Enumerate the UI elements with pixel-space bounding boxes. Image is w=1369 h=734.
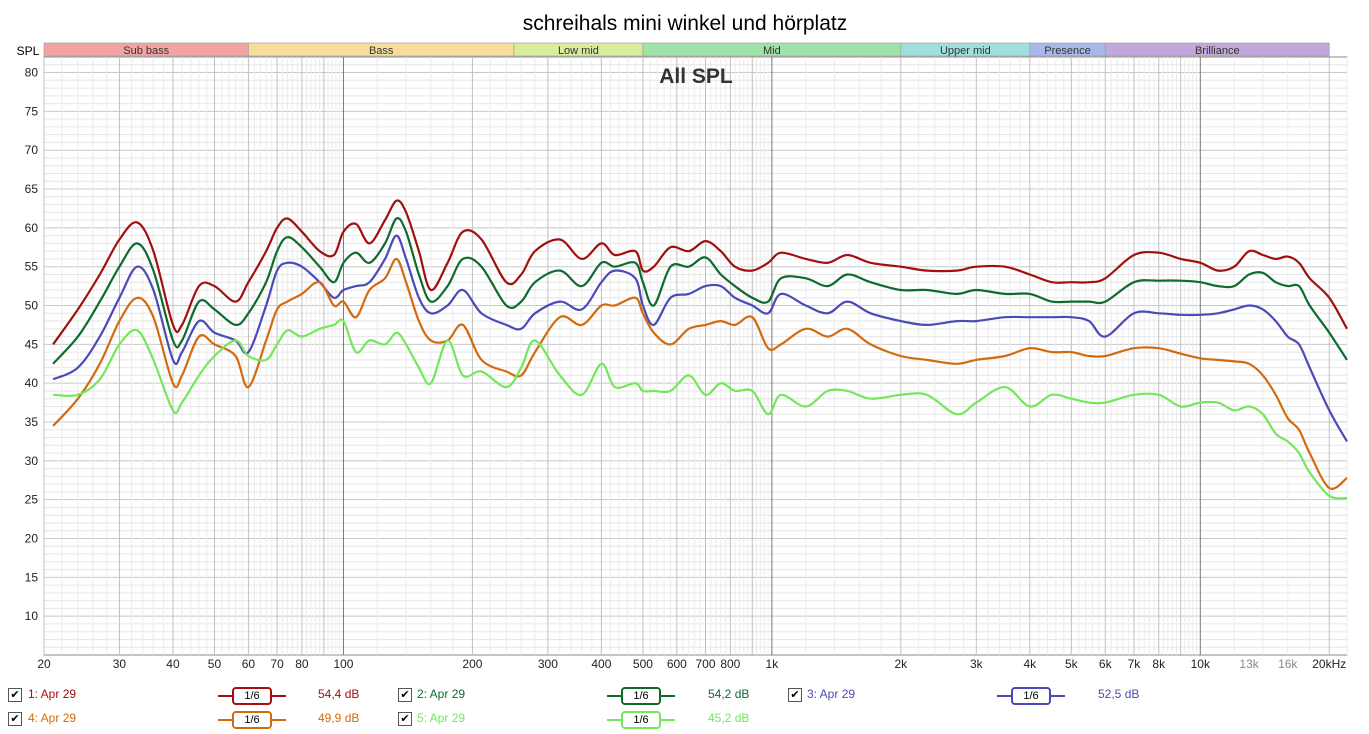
x-tick-label: 20kHz <box>1312 657 1346 671</box>
y-tick-label: 15 <box>25 570 39 584</box>
band-label: Presence <box>1044 45 1090 57</box>
x-tick-label: 4k <box>1023 657 1037 671</box>
x-tick-label: 2k <box>895 657 909 671</box>
x-tick-label: 100 <box>333 657 353 671</box>
x-tick-label: 20 <box>37 657 51 671</box>
legend-series-name: 4: Apr 29 <box>28 711 77 725</box>
series-line-2 <box>52 217 1348 365</box>
series-line-5 <box>53 318 1348 500</box>
legend-series-name: 1: Apr 29 <box>28 687 77 701</box>
x-tick-label: 200 <box>462 657 482 671</box>
y-tick-label: 65 <box>25 182 39 196</box>
grid <box>43 57 1348 655</box>
band-label: Brilliance <box>1195 45 1240 57</box>
series-visibility-checkbox[interactable]: ✔ <box>398 712 412 726</box>
legend-level-value: 52,5 dB <box>1098 687 1140 701</box>
x-tick-label: 8k <box>1152 657 1166 671</box>
smoothing-button[interactable]: 1/6 <box>621 687 661 705</box>
x-tick-label: 10k <box>1191 657 1211 671</box>
y-tick-label: 20 <box>25 532 39 546</box>
band-label: Low mid <box>558 45 599 57</box>
y-tick-label: 60 <box>25 221 39 235</box>
smoothing-button[interactable]: 1/6 <box>621 711 661 729</box>
y-tick-label: 45 <box>25 337 39 351</box>
x-tick-label: 6k <box>1099 657 1113 671</box>
y-tick-label: 40 <box>25 376 39 390</box>
series-line-4 <box>52 257 1348 490</box>
x-tick-label: 13k <box>1239 657 1259 671</box>
x-tick-label: 600 <box>667 657 687 671</box>
smoothing-button[interactable]: 1/6 <box>1011 687 1051 705</box>
y-tick-label: 50 <box>25 299 39 313</box>
band-brilliance <box>1104 42 1330 57</box>
series-visibility-checkbox[interactable]: ✔ <box>788 688 802 702</box>
y-tick-label: 70 <box>25 143 39 157</box>
series-line-3 <box>52 234 1348 442</box>
legend: ✔ 1: Apr 29 1/6 54,4 dB ✔ 2: Apr 29 1/6 54,2 dB… <box>0 680 1369 734</box>
plot-area <box>43 56 1348 656</box>
legend-level-value: 54,4 dB <box>318 687 360 701</box>
legend-level-value: 49,9 dB <box>318 711 360 725</box>
y-axis-ticks: 10 15 20 25 30 35 40 45 50 55 60 65 70 75 80 <box>25 66 39 624</box>
x-tick-label: 1k <box>766 657 780 671</box>
smoothing-button[interactable]: 1/6 <box>232 687 272 705</box>
x-tick-label: 70 <box>270 657 284 671</box>
y-tick-label: 35 <box>25 415 39 429</box>
legend-series-name: 3: Apr 29 <box>807 687 856 701</box>
x-tick-label: 40 <box>166 657 180 671</box>
y-tick-label: 25 <box>25 493 39 507</box>
x-tick-label: 30 <box>113 657 127 671</box>
x-tick-label: 16k <box>1278 657 1298 671</box>
x-tick-label: 60 <box>242 657 256 671</box>
band-label: Upper mid <box>940 45 991 57</box>
series-lines <box>52 199 1348 500</box>
series-visibility-checkbox[interactable]: ✔ <box>8 688 22 702</box>
chart-title: schreihals mini winkel und hörplatz <box>523 12 848 35</box>
y-tick-label: 75 <box>25 104 39 118</box>
x-tick-label: 700 <box>695 657 715 671</box>
x-tick-label: 500 <box>633 657 653 671</box>
y-tick-label: 55 <box>25 260 39 274</box>
x-tick-label: 800 <box>720 657 740 671</box>
y-tick-label: 30 <box>25 454 39 468</box>
x-axis-ticks: 20 30 40 50 60 70 80 100 200 300 400 500 600 700 800 1k… <box>37 657 1346 671</box>
x-tick-label: 7k <box>1128 657 1142 671</box>
band-label: Sub bass <box>123 45 169 57</box>
y-tick-label: 10 <box>25 609 39 623</box>
x-tick-label: 80 <box>295 657 309 671</box>
x-tick-label: 3k <box>970 657 984 671</box>
legend-level-value: 54,2 dB <box>708 687 750 701</box>
legend-level-value: 45,2 dB <box>708 711 750 725</box>
x-tick-label: 50 <box>208 657 222 671</box>
band-label: Bass <box>369 45 394 57</box>
legend-series-name: 2: Apr 29 <box>417 687 466 701</box>
x-tick-label: 300 <box>538 657 558 671</box>
smoothing-button[interactable]: 1/6 <box>232 711 272 729</box>
legend-series-name: 5: Apr 29 <box>417 711 466 725</box>
frequency-bands: Sub bass Bass Low mid Mid Upper mid Presence B… <box>43 42 1330 57</box>
series-line-1 <box>52 199 1348 346</box>
chart-subtitle: All SPL <box>659 65 733 88</box>
spl-chart: schreihals mini winkel und hörplatz SPL … <box>17 12 1348 671</box>
x-tick-label: 5k <box>1065 657 1079 671</box>
y-axis-label: SPL <box>17 44 40 58</box>
band-label: Mid <box>763 45 781 57</box>
series-visibility-checkbox[interactable]: ✔ <box>398 688 412 702</box>
x-tick-label: 400 <box>591 657 611 671</box>
y-tick-label: 80 <box>25 66 39 80</box>
series-visibility-checkbox[interactable]: ✔ <box>8 712 22 726</box>
